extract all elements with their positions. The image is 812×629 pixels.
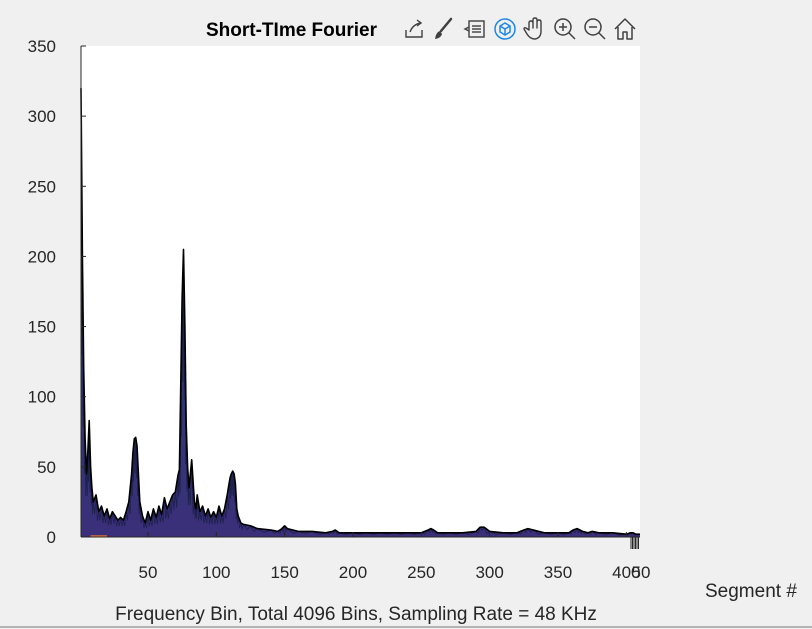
x-axis-label: Frequency Bin, Total 4096 Bins, Sampling… [115, 604, 597, 625]
segment-axis-label: Segment # [705, 581, 797, 602]
x-tick-label: 250 [407, 563, 435, 582]
y-tick-label: 50 [37, 458, 56, 477]
x-axis-ticks: 50 100 150 200 250 300 350 400 [139, 532, 641, 582]
pan-hand-icon [523, 17, 542, 40]
rotate-3d-button[interactable] [492, 16, 518, 42]
brush-button[interactable] [430, 16, 456, 42]
rotate-3d-icon [494, 18, 516, 40]
data-tips-button[interactable] [462, 16, 488, 42]
axes-toolbar [402, 16, 638, 42]
y-tick-label: 250 [28, 177, 56, 196]
y-tick-label: 100 [28, 388, 56, 407]
home-icon [614, 18, 636, 40]
x-tick-label: 150 [270, 563, 298, 582]
y-tick-label: 150 [28, 318, 56, 337]
axes-background [81, 46, 640, 537]
export-button[interactable] [402, 16, 428, 42]
export-icon [405, 19, 423, 38]
spectrum-surface [81, 88, 640, 537]
x-tick-label: 350 [544, 563, 572, 582]
spectrum-mesh [80, 88, 641, 536]
y-tick-label: 350 [28, 37, 56, 56]
y-tick-label: 0 [47, 528, 56, 547]
zoom-out-icon [584, 18, 606, 40]
x-tick-label: 300 [475, 563, 503, 582]
x-tick-label: 50 [139, 563, 158, 582]
x-tick-label: 200 [339, 563, 367, 582]
plot-area [80, 88, 641, 537]
segment-tick-label: 50 [632, 563, 651, 582]
x-tick-label: 400 [612, 563, 640, 582]
y-axis-ticks: 0 50 100 150 200 250 300 350 [28, 37, 86, 547]
y-tick-label: 300 [28, 107, 56, 126]
zoom-in-icon [554, 18, 576, 40]
x-tick-label: 100 [202, 563, 230, 582]
y-tick-label: 200 [28, 247, 56, 266]
segment-axis-ticks: 50 [630, 537, 651, 582]
pan-button[interactable] [522, 16, 548, 42]
home-button[interactable] [612, 16, 638, 42]
brush-icon [435, 17, 453, 39]
spectrum-series-line [80, 88, 640, 535]
data-tips-icon [463, 20, 485, 38]
zoom-in-button[interactable] [552, 16, 578, 42]
zoom-out-button[interactable] [582, 16, 608, 42]
chart-title: Short-TIme Fourier [206, 20, 378, 41]
